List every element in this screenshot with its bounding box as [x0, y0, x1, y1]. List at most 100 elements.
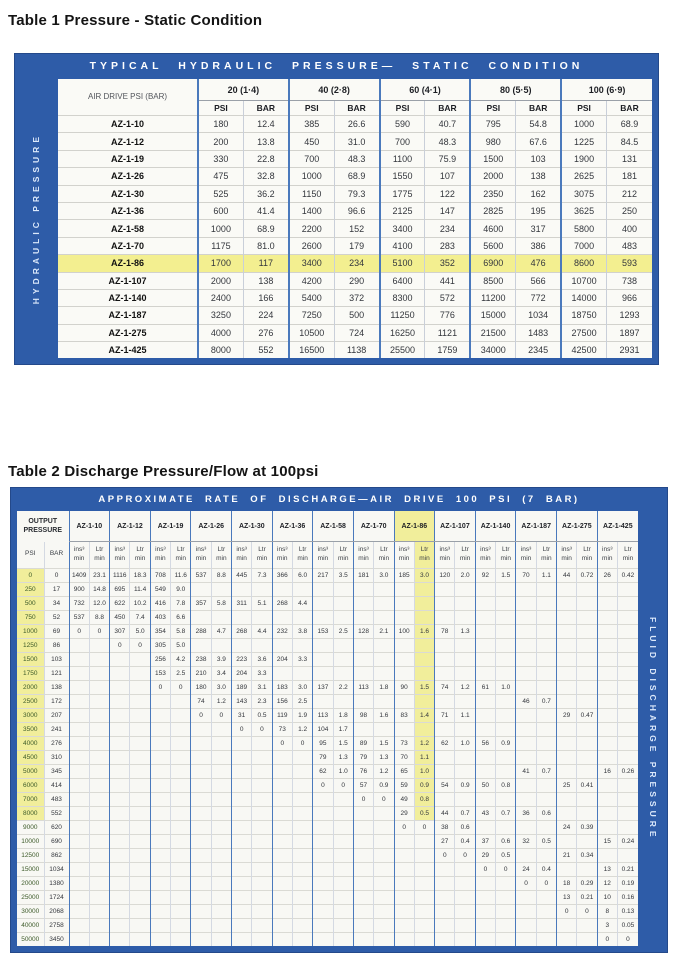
discharge-value: 1.5	[413, 680, 435, 695]
discharge-value: 0.21	[576, 890, 598, 905]
discharge-value	[454, 582, 476, 597]
discharge-value	[515, 652, 537, 667]
discharge-value: 10	[596, 890, 618, 905]
discharge-value	[271, 764, 293, 779]
pressure-value: 195	[515, 201, 562, 220]
ins3-min-header: ins³ min	[271, 541, 293, 569]
output-bar-value: 1034	[43, 862, 70, 877]
discharge-value	[556, 792, 577, 807]
discharge-value	[393, 638, 415, 653]
discharge-value	[434, 596, 455, 611]
table-row: AZ-1-58 1000 68.9 2200 152 3400 234 4600 317 5800…	[58, 219, 652, 238]
discharge-value	[556, 736, 577, 751]
pressure-value: 283	[424, 236, 471, 255]
discharge-value	[352, 848, 374, 863]
output-psi-value: 25000	[17, 890, 44, 905]
discharge-value: 79	[352, 750, 374, 765]
output-bar-value: 552	[43, 806, 70, 821]
discharge-value	[474, 820, 496, 835]
model-header: AZ-1-36	[271, 511, 313, 542]
discharge-value	[251, 582, 273, 597]
discharge-value: 0.41	[576, 778, 598, 793]
discharge-value	[393, 722, 415, 737]
pressure-value: 234	[333, 254, 380, 273]
pressure-value: 772	[515, 288, 562, 307]
psi-unit-header: PSI	[25, 550, 36, 558]
pressure-value: 48.3	[424, 132, 471, 151]
discharge-value	[251, 834, 273, 849]
discharge-value	[231, 918, 252, 933]
discharge-value	[373, 932, 395, 946]
discharge-value: 7.3	[251, 568, 273, 583]
discharge-value	[535, 736, 557, 751]
model-header: AZ-1-187	[515, 511, 557, 542]
discharge-value	[149, 932, 171, 946]
output-psi-value: 250	[17, 582, 44, 597]
pressure-value: 103	[515, 149, 562, 168]
pressure-value: 5400	[287, 288, 335, 307]
discharge-value	[454, 862, 476, 877]
discharge-value: 0	[231, 722, 252, 737]
discharge-value: 0.9	[413, 778, 435, 793]
air-drive-group-header: 40 (2·8)	[287, 79, 380, 101]
discharge-value: 14.8	[88, 582, 110, 597]
discharge-value	[352, 596, 374, 611]
discharge-value	[616, 680, 638, 695]
discharge-value	[576, 610, 598, 625]
discharge-value: 0.7	[535, 764, 557, 779]
discharge-value	[332, 582, 354, 597]
discharge-value	[596, 848, 618, 863]
discharge-value	[68, 806, 90, 821]
discharge-value: 180	[190, 680, 212, 695]
pressure-value: 1000	[287, 167, 335, 186]
discharge-value	[312, 666, 334, 681]
discharge-value: 59	[393, 778, 415, 793]
discharge-value	[68, 862, 90, 877]
pressure-value: 372	[333, 288, 380, 307]
discharge-value	[109, 708, 130, 723]
discharge-value	[271, 932, 293, 946]
model-header: AZ-1-26	[190, 511, 232, 542]
discharge-value	[474, 764, 496, 779]
discharge-value	[596, 792, 618, 807]
pressure-value: 67.6	[515, 132, 562, 151]
discharge-value	[352, 820, 374, 835]
discharge-value	[210, 862, 232, 877]
discharge-value: 3.4	[210, 666, 232, 681]
discharge-value: 2.3	[251, 694, 273, 709]
discharge-value: 0.8	[413, 792, 435, 807]
discharge-value: 0.5	[535, 834, 557, 849]
pressure-value: 96.6	[333, 201, 380, 220]
pressure-value: 32.8	[242, 167, 289, 186]
discharge-value	[596, 610, 618, 625]
pressure-value: 450	[287, 132, 335, 151]
discharge-value: 4.7	[210, 624, 232, 639]
discharge-value	[129, 848, 151, 863]
discharge-value: 1.0	[495, 680, 516, 695]
discharge-value: 0.47	[576, 708, 598, 723]
discharge-value	[291, 876, 313, 891]
discharge-value	[434, 750, 455, 765]
discharge-value: 1.1	[413, 750, 435, 765]
output-bar-value: 1380	[43, 876, 70, 891]
discharge-value	[68, 638, 90, 653]
discharge-value: 0.29	[576, 876, 598, 891]
table1-header-row: AIR DRIVE PSI (BAR) 20 (1·4) 40 (2·8) 60 (4…	[58, 79, 652, 101]
pressure-value: 147	[424, 201, 471, 220]
discharge-value	[596, 778, 618, 793]
discharge-value	[434, 722, 455, 737]
discharge-value	[190, 722, 212, 737]
discharge-value	[271, 582, 293, 597]
discharge-value	[312, 862, 334, 877]
discharge-value	[373, 834, 395, 849]
discharge-value	[88, 736, 110, 751]
discharge-value	[231, 862, 252, 877]
discharge-value	[373, 806, 395, 821]
discharge-value	[129, 708, 151, 723]
discharge-value	[190, 610, 212, 625]
ltr-min-header: Ltr min	[210, 541, 232, 569]
discharge-value: 9.0	[170, 582, 191, 597]
discharge-value	[596, 750, 618, 765]
discharge-value	[495, 820, 516, 835]
discharge-value	[271, 806, 293, 821]
